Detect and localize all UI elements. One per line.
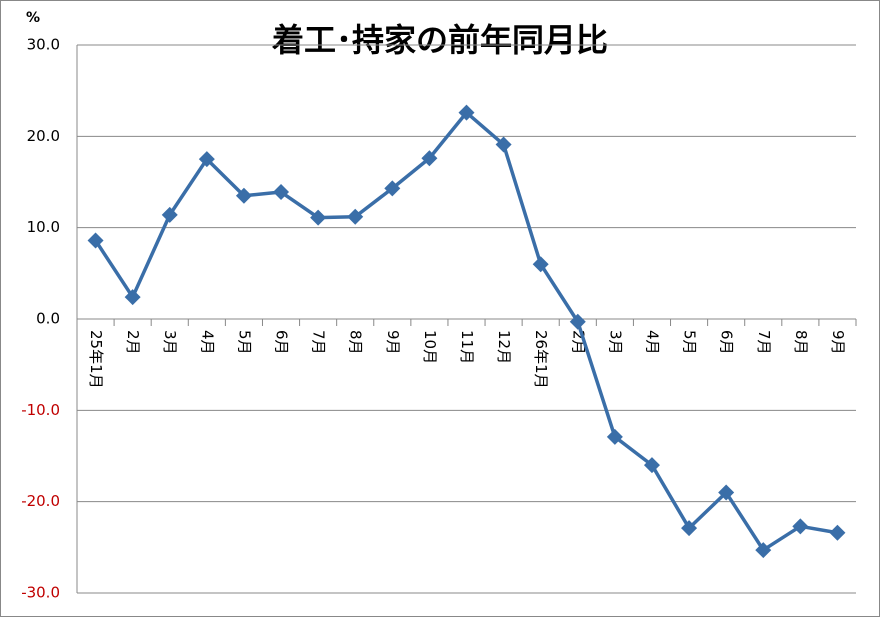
x-tick-label: 9月 — [829, 330, 847, 355]
data-point — [569, 313, 586, 330]
x-tick-label: 25年1月 — [87, 330, 105, 389]
x-tick-label: 8月 — [792, 330, 810, 355]
data-point — [495, 136, 512, 153]
y-tick-label: 0.0 — [36, 310, 60, 328]
data-point — [310, 209, 327, 226]
y-tick-label: -10.0 — [21, 401, 60, 419]
data-point — [384, 180, 401, 197]
chart-title: 着工･持家の前年同月比 — [271, 21, 608, 59]
data-point — [124, 289, 141, 306]
x-tick-label: 4月 — [643, 330, 661, 355]
data-point — [643, 457, 660, 474]
x-tick-label: 6月 — [273, 330, 291, 355]
data-point — [718, 484, 735, 501]
y-unit: % — [26, 10, 40, 26]
data-point — [532, 256, 549, 273]
x-tick-label: 10月 — [421, 330, 439, 364]
x-tick-label: 9月 — [384, 330, 402, 355]
data-point — [347, 208, 364, 225]
y-tick-label: 30.0 — [27, 36, 60, 54]
y-tick-label: 10.0 — [27, 218, 60, 236]
x-tick-label: 26年1月 — [532, 330, 550, 389]
x-tick-label: 4月 — [198, 330, 216, 355]
y-tick-label: -30.0 — [21, 584, 60, 602]
x-tick-label: 7月 — [310, 330, 328, 355]
data-point — [681, 520, 698, 537]
data-point — [792, 518, 809, 535]
x-tick-label: 3月 — [606, 330, 624, 355]
data-point — [421, 150, 438, 167]
data-point — [235, 187, 252, 204]
x-tick-label: 12月 — [495, 330, 513, 364]
data-point — [606, 428, 623, 445]
data-point — [829, 524, 846, 541]
x-tick-label: 5月 — [235, 330, 253, 355]
x-tick-label: 2月 — [124, 330, 142, 355]
x-tick-label: 7月 — [755, 330, 773, 355]
x-tick-label: 8月 — [347, 330, 365, 355]
x-tick-label: 5月 — [681, 330, 699, 355]
data-point — [87, 232, 104, 249]
y-tick-label: -20.0 — [21, 492, 60, 510]
x-tick-label: 6月 — [718, 330, 736, 355]
data-point — [755, 542, 772, 559]
data-point — [198, 151, 215, 168]
x-tick-label: 11月 — [458, 330, 476, 364]
x-tick-label: 3月 — [161, 330, 179, 355]
data-point — [273, 184, 290, 201]
data-point — [161, 206, 178, 223]
data-point — [458, 104, 475, 121]
y-tick-label: 20.0 — [27, 127, 60, 145]
